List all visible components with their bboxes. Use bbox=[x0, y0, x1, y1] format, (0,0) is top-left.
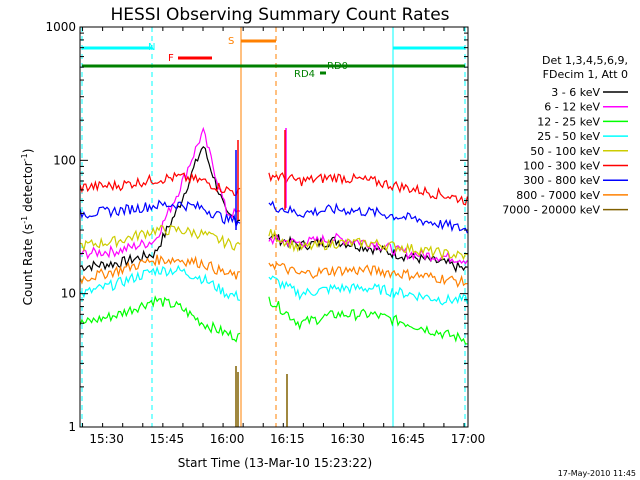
x-tick-label: 17:00 bbox=[451, 432, 486, 446]
x-tick-label: 15:45 bbox=[150, 432, 185, 446]
series-line-7-seg1 bbox=[268, 261, 468, 288]
series-line-2-seg1 bbox=[268, 296, 468, 345]
series-line-3-seg1 bbox=[268, 275, 468, 306]
series-line-4-seg1 bbox=[268, 229, 468, 261]
y-axis-label-sup1: -1 bbox=[20, 216, 29, 224]
x-tick-label: 15:30 bbox=[89, 432, 124, 446]
legend: Det 1,3,4,5,6,9, FDecim 1, Att 0 3 - 6 k… bbox=[502, 54, 628, 217]
x-axis-label: Start Time (13-Mar-10 15:23:22) bbox=[178, 456, 372, 470]
legend-entry-label: 800 - 7000 keV bbox=[516, 189, 600, 202]
series-line-5-seg1 bbox=[268, 172, 468, 206]
flag-label-rd0: RD0 bbox=[327, 61, 348, 72]
x-tick-label: 16:00 bbox=[210, 432, 245, 446]
y-tick-label: 1000 bbox=[45, 20, 76, 34]
y-axis-label: Count Rate (s-1 detector-1) bbox=[20, 149, 35, 306]
y-axis-label-part1: Count Rate (s bbox=[21, 224, 35, 306]
plot-area: N F S RD0 RD4 bbox=[79, 27, 468, 427]
legend-entry-label: 7000 - 20000 keV bbox=[502, 204, 600, 217]
y-tick-label: 1 bbox=[68, 420, 76, 434]
y-axis-label-part2: detector bbox=[21, 161, 35, 216]
flag-label-rd4: RD4 bbox=[294, 69, 315, 80]
series-line-4-seg0 bbox=[79, 224, 241, 253]
series-line-0-seg1 bbox=[268, 234, 468, 274]
x-tick-label: 16:30 bbox=[330, 432, 365, 446]
flag-label-f: F bbox=[168, 53, 174, 64]
axes: 1 10 100 1000 15:30 15:45 16:00 16:15 16:30 16:45… bbox=[45, 20, 485, 446]
series-line-1-seg0 bbox=[79, 126, 241, 260]
plot-frame bbox=[79, 26, 469, 428]
legend-entry-label: 3 - 6 keV bbox=[551, 86, 600, 99]
series-line-0-seg0 bbox=[79, 145, 240, 272]
flag-label-n: N bbox=[148, 42, 155, 53]
series-line-7-seg0 bbox=[79, 254, 240, 285]
x-tick-label: 16:15 bbox=[270, 432, 305, 446]
legend-entry-label: 100 - 300 keV bbox=[523, 160, 600, 173]
series-line-3-seg0 bbox=[79, 264, 241, 301]
series-line-5-seg0 bbox=[79, 171, 241, 197]
y-tick-label: 10 bbox=[61, 287, 76, 301]
legend-entry-label: 25 - 50 keV bbox=[537, 130, 600, 143]
legend-entry-label: 6 - 12 keV bbox=[544, 101, 600, 114]
series-line-6-seg1 bbox=[268, 200, 468, 234]
y-tick-label: 100 bbox=[53, 153, 76, 167]
timestamp: 17-May-2010 11:45 bbox=[558, 469, 636, 478]
series-line-6-seg0 bbox=[79, 199, 241, 229]
legend-entry-label: 300 - 800 keV bbox=[523, 174, 600, 187]
legend-header-line2: FDecim 1, Att 0 bbox=[543, 68, 628, 81]
legend-entry-label: 50 - 100 keV bbox=[530, 145, 600, 158]
series-line-2-seg0 bbox=[79, 295, 241, 343]
y-axis-label-sup2: -1 bbox=[20, 153, 29, 161]
series-line-1-seg1 bbox=[268, 232, 468, 265]
flag-label-s: S bbox=[228, 36, 234, 47]
legend-header-line1: Det 1,3,4,5,6,9, bbox=[542, 54, 628, 67]
x-tick-label: 16:45 bbox=[390, 432, 425, 446]
legend-entry-label: 12 - 25 keV bbox=[537, 115, 600, 128]
chart-title: HESSI Observing Summary Count Rates bbox=[110, 5, 449, 25]
y-axis-label-part3: ) bbox=[21, 149, 35, 154]
